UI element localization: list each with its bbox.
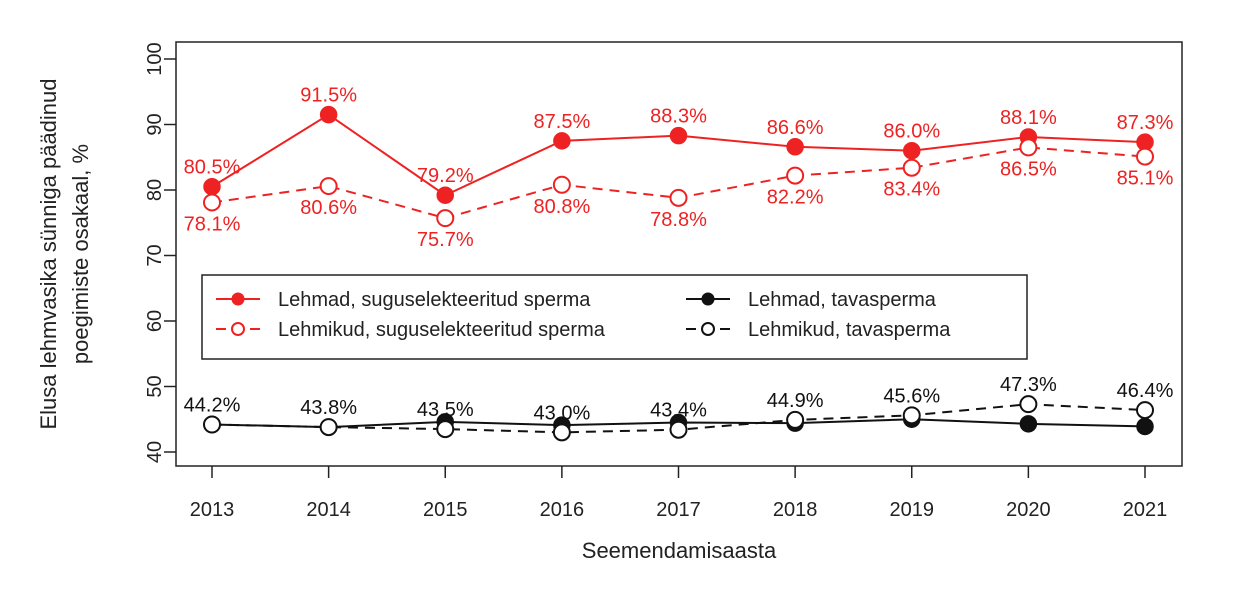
data-label: 46.4% (1117, 380, 1174, 402)
data-point (553, 132, 571, 150)
legend-label: Lehmikud, suguselekteeritud sperma (278, 319, 606, 341)
data-point (1019, 415, 1038, 433)
data-label: 87.3% (1117, 112, 1174, 134)
data-label: 86.5% (1000, 158, 1057, 180)
x-tick-label: 2016 (540, 499, 585, 521)
data-label: 45.6% (883, 385, 940, 407)
data-point (436, 209, 455, 228)
data-label: 88.3% (650, 106, 707, 128)
legend-label: Lehmad, suguselekteeritud sperma (278, 289, 591, 311)
legend-label: Lehmad, tavasperma (748, 289, 937, 311)
y-tick-label: 70 (144, 244, 166, 266)
data-point (436, 420, 455, 439)
data-label: 43.0% (534, 402, 591, 424)
data-label: 75.7% (417, 229, 474, 251)
data-point (902, 406, 921, 425)
data-point (902, 158, 921, 177)
data-point (1136, 147, 1154, 166)
data-label: 43.5% (417, 399, 474, 421)
legend-marker (231, 292, 245, 306)
data-labels: 80.5% 91.5% 79.2% 87.5% 88.3% 86.6% 86.0% 88.1%… (184, 85, 1174, 425)
legend: Lehmad, suguselekteeritud sperma Lehmad, … (201, 274, 1028, 360)
y-tick-label: 50 (144, 375, 166, 397)
data-point (436, 186, 454, 204)
data-point (786, 138, 804, 156)
data-point (1019, 138, 1038, 157)
data-label: 47.3% (1000, 374, 1057, 396)
data-point (319, 418, 338, 437)
x-tick-label: 2019 (890, 499, 935, 521)
x-tick-label: 2013 (190, 499, 235, 521)
data-label: 80.6% (300, 197, 357, 219)
data-point (552, 423, 571, 442)
data-point (203, 193, 221, 212)
data-point (903, 141, 921, 160)
data-label: 91.5% (300, 85, 357, 107)
y-tick-label: 80 (144, 179, 166, 201)
x-tick-label: 2017 (656, 499, 701, 521)
data-label: 43.4% (650, 400, 707, 422)
y-tick-label: 90 (144, 113, 166, 135)
data-point (1136, 401, 1154, 420)
data-point (1019, 395, 1038, 414)
data-point (1136, 417, 1154, 436)
data-point (319, 177, 338, 196)
data-label: 78.1% (184, 213, 241, 235)
data-label: 85.1% (1117, 168, 1174, 190)
data-point (203, 177, 221, 196)
data-label: 79.2% (417, 165, 474, 187)
data-point (319, 105, 338, 124)
data-label: 44.2% (184, 394, 241, 416)
y-tick-label: 100 (144, 42, 166, 75)
axes: 40 50 60 70 80 90 100 2013 2014 2015 2016 2017 2018 2… (144, 42, 1167, 521)
data-point (552, 175, 571, 194)
data-point (669, 188, 688, 207)
legend-marker (701, 322, 715, 336)
x-tick-label: 2014 (306, 499, 351, 521)
legend-marker (701, 292, 715, 306)
data-label: 78.8% (650, 209, 707, 231)
data-point (669, 126, 688, 145)
data-label: 83.4% (883, 179, 940, 201)
x-tick-label: 2020 (1006, 499, 1051, 521)
data-label: 86.6% (767, 117, 824, 139)
data-label: 80.8% (534, 196, 591, 218)
data-label: 86.0% (883, 121, 940, 143)
data-point (786, 410, 805, 429)
data-label: 80.5% (184, 157, 241, 179)
data-label: 82.2% (767, 187, 824, 209)
y-axis-title-line-2: poegimiste osakaal, % (68, 144, 93, 364)
data-label: 87.5% (534, 111, 591, 133)
legend-box (201, 274, 1028, 360)
series-markers (203, 105, 1154, 442)
x-tick-label: 2021 (1123, 499, 1168, 521)
data-point (786, 166, 805, 185)
data-point (203, 415, 221, 434)
legend-marker (231, 322, 245, 336)
y-axis-title: Elusa lehmvasika sünniga päädinud poegim… (36, 78, 93, 429)
y-tick-label: 60 (144, 310, 166, 332)
x-axis-title: Seemendamisaasta (582, 538, 777, 563)
data-label: 88.1% (1000, 107, 1057, 129)
y-axis-title-line-1: Elusa lehmvasika sünniga päädinud (36, 78, 61, 429)
x-tick-label: 2015 (423, 499, 468, 521)
y-tick-label: 40 (144, 441, 166, 463)
data-label: 43.8% (300, 397, 357, 419)
data-label: 44.9% (767, 390, 824, 412)
data-point (669, 420, 688, 439)
legend-label: Lehmikud, tavasperma (748, 319, 951, 341)
x-tick-label: 2018 (773, 499, 818, 521)
